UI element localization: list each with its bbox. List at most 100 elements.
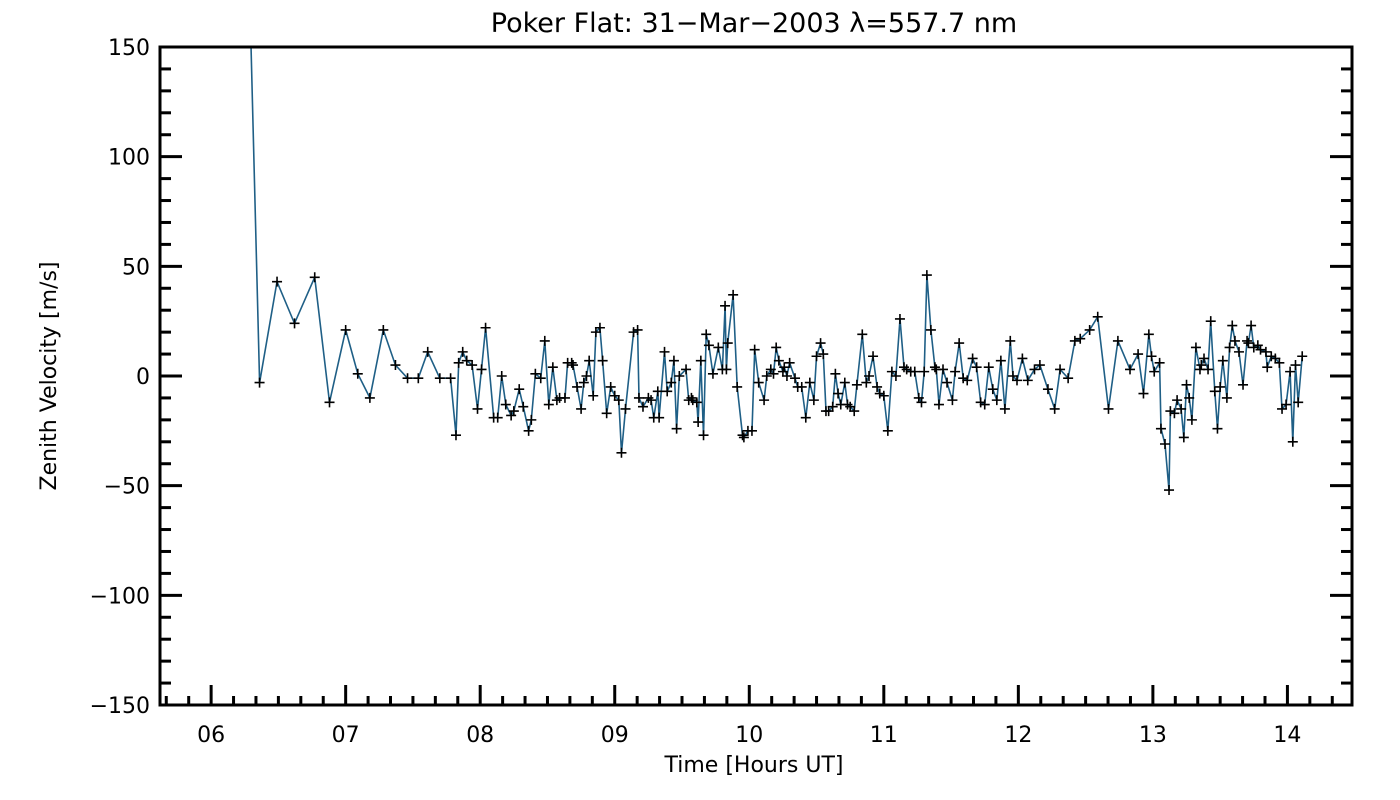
data-point [1297,351,1308,362]
x-tick-label: 13 [1139,723,1167,748]
data-point [654,412,665,423]
x-tick-label: 14 [1273,723,1301,748]
data-point [971,362,982,373]
y-tick-label: 50 [122,255,150,280]
data-point [995,355,1006,366]
x-tick-labels: 06 07 08 09 10 11 12 13 14 [197,723,1301,748]
data-point [1169,408,1180,419]
data-point [506,410,517,421]
series-line [250,47,1303,491]
data-point [721,364,732,375]
data-point [659,346,670,357]
data-point [543,399,554,410]
data-point [857,329,868,340]
data-point [1143,329,1154,340]
data-point [983,362,994,373]
data-point [1290,360,1301,371]
x-axis-label: Time [Hours UT] [664,753,844,778]
data-point [849,406,860,417]
data-point [508,406,519,417]
data-point [1209,386,1220,397]
data-markers [254,270,1308,496]
data-point [1184,392,1195,403]
data-point [1022,375,1033,386]
data-point [827,401,838,412]
data-point [547,362,558,373]
data-point [925,324,936,335]
data-point [790,373,801,384]
data-point [746,425,757,436]
data-point [878,390,889,401]
data-point [1138,388,1149,399]
data-point [894,313,905,324]
data-point [453,357,464,368]
data-point [674,371,685,381]
data-point [722,338,733,349]
data-point [584,355,595,366]
data-point [919,366,930,377]
data-point [461,355,472,366]
data-point [796,381,807,392]
data-point [666,377,677,388]
x-tick-label: 07 [332,723,360,748]
data-point [916,397,927,408]
data-point [933,399,944,410]
data-point [753,377,764,388]
data-point [1164,485,1175,496]
data-point [759,395,770,406]
data-point [289,318,300,329]
data-point [1287,436,1298,447]
data-point [1049,403,1060,414]
data-point [872,381,883,392]
y-axis-label: Zenith Velocity [m/s] [37,262,62,491]
data-point [929,362,940,373]
data-point [434,373,445,384]
y-tick-label: 100 [108,146,150,171]
data-point [890,371,901,381]
data-point [1103,403,1114,414]
data-point [480,322,491,333]
chart-title: Poker Flat: 31−Mar−2003 λ=557.7 nm [491,8,1017,39]
data-point [800,412,811,423]
data-point [703,340,714,351]
data-point [967,353,978,364]
x-tick-label: 10 [735,723,763,748]
data-point [518,401,529,412]
data-point [1005,335,1016,346]
data-point [1155,423,1166,434]
data-point [671,423,682,434]
data-point [1227,320,1238,331]
data-point [771,342,782,353]
data-point [720,300,731,311]
y-tick-label: −100 [90,584,150,609]
data-point [539,335,550,346]
data-point [1281,399,1292,410]
data-point [962,375,973,386]
data-point [1238,379,1249,390]
data-point [701,329,712,340]
data-point [691,397,702,408]
data-point [1159,438,1170,449]
y-tick-labels: 150 100 50 0 −50 −100 −150 [90,36,150,719]
data-point [1055,364,1066,375]
data-point [413,373,424,384]
data-point [445,373,456,384]
data-point [1084,324,1095,335]
y-tick-label: 150 [108,36,150,61]
data-point [1203,364,1214,375]
data-point [938,364,949,375]
data-point [1178,432,1189,443]
data-point [637,401,648,412]
data-point [1029,364,1040,375]
data-point [422,346,433,357]
data-point [535,373,546,384]
data-point [768,368,779,379]
data-point [1221,392,1232,403]
data-point [868,351,879,362]
data-point [551,395,562,406]
data-point [987,384,998,395]
data-point [1205,316,1216,327]
data-point [851,379,862,390]
data-point [1229,335,1240,346]
